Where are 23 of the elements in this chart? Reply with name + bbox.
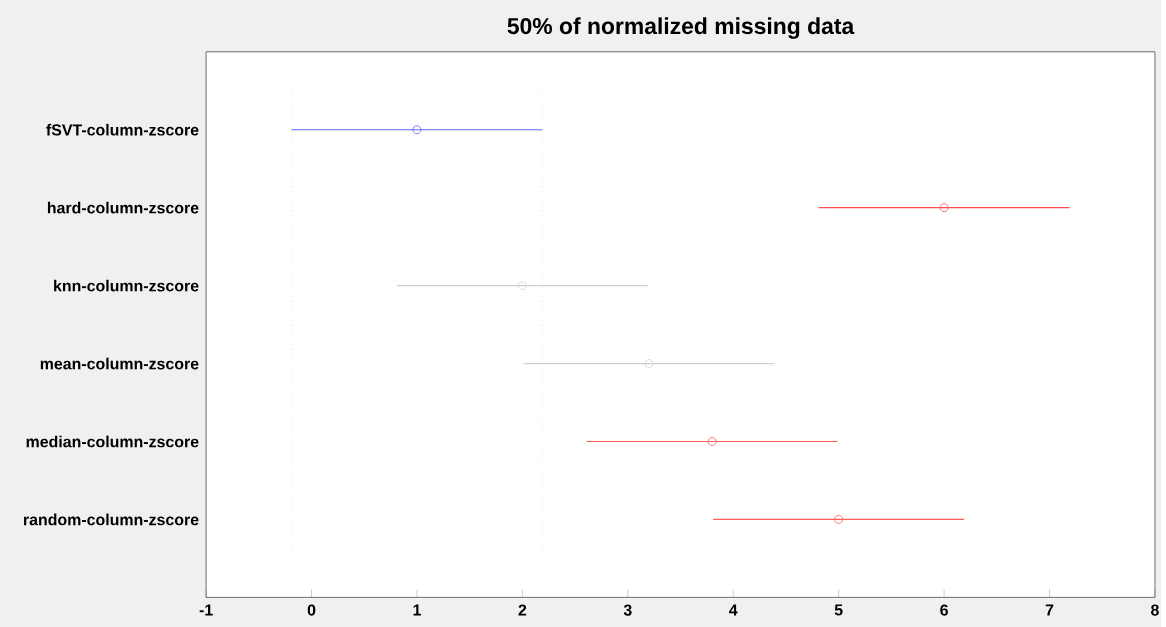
x-tick-label: 4 — [729, 604, 738, 616]
y-tick-label: knn-column-zscore — [54, 279, 199, 292]
x-tick-label: 0 — [307, 604, 316, 616]
y-tick-label: mean-column-zscore — [40, 357, 199, 370]
point — [412, 125, 422, 134]
x-tick-label: 8 — [1151, 604, 1159, 616]
y-tick-label: median-column-zscore — [26, 435, 199, 448]
x-tick-label: 6 — [940, 604, 948, 616]
y-tick-label: fSVT-column-zscore — [46, 123, 199, 136]
y-tick-label: random-column-zscore — [23, 513, 199, 526]
x-tick-label: -1 — [199, 604, 213, 616]
x-tick-label: 5 — [834, 604, 843, 616]
point — [707, 436, 717, 446]
point — [518, 281, 527, 290]
point — [939, 203, 949, 212]
y-tick-label: hard-column-zscore — [47, 201, 199, 214]
x-tick-label: 7 — [1045, 604, 1054, 616]
x-tick-label: 1 — [413, 604, 421, 616]
chart-title: 50% of normalized missing data — [507, 17, 855, 39]
point — [644, 359, 654, 368]
x-tick-label: 3 — [623, 604, 632, 616]
x-tick-label: 2 — [518, 604, 527, 616]
point — [834, 514, 844, 524]
